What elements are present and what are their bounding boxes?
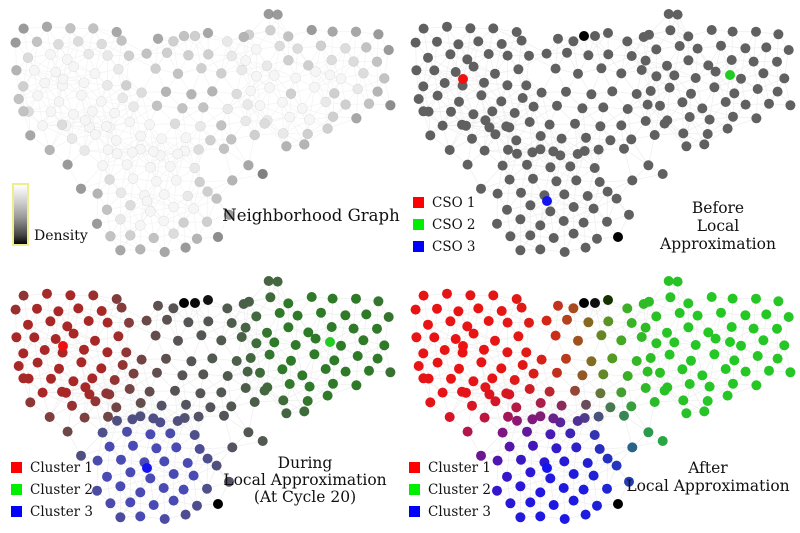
- cluster1-swatch: [11, 462, 22, 473]
- cso2-swatch: [413, 219, 424, 230]
- legend-row: Cluster 1: [11, 459, 94, 476]
- legend-row: Cluster 2: [409, 481, 492, 498]
- legend-row: Cluster 1: [409, 459, 492, 476]
- cso1-label: CSO 1: [432, 194, 476, 211]
- during-graph-canvas: [0, 267, 400, 533]
- legend-row: Cluster 3: [409, 503, 492, 520]
- cso2-label: CSO 2: [432, 216, 476, 233]
- cluster3-label: Cluster 3: [30, 503, 94, 520]
- title-line: After: [688, 459, 728, 477]
- cluster-legend-after: Cluster 1 Cluster 2 Cluster 3: [409, 459, 492, 527]
- density-colorbar: [12, 183, 29, 246]
- before-graph-canvas: [400, 0, 800, 266]
- title-line: Local Approximation: [626, 477, 790, 495]
- cluster1-label: Cluster 1: [428, 459, 492, 476]
- cso3-label: CSO 3: [432, 238, 476, 255]
- title-line: Local Approximation: [660, 217, 776, 253]
- panel-title-during: During Local Approximation (At Cycle 20): [212, 455, 398, 506]
- cluster-legend-during: Cluster 1 Cluster 2 Cluster 3: [11, 459, 94, 527]
- cso-legend: CSO 1 CSO 2 CSO 3: [413, 194, 476, 262]
- legend-row: Cluster 3: [11, 503, 94, 520]
- panel-before-local-approximation: CSO 1 CSO 2 CSO 3 Before Local Approxima…: [400, 0, 800, 266]
- panel-title-before: Before Local Approximation: [638, 199, 798, 253]
- legend-row: Cluster 2: [11, 481, 94, 498]
- cluster3-swatch: [11, 506, 22, 517]
- cso3-swatch: [413, 241, 424, 252]
- cluster2-swatch: [409, 484, 420, 495]
- cluster2-label: Cluster 2: [428, 481, 492, 498]
- neighborhood-graph-canvas: [0, 0, 400, 266]
- panel-title-neighborhood: Neighborhood Graph: [222, 206, 400, 225]
- cso1-swatch: [413, 197, 424, 208]
- cluster1-swatch: [409, 462, 420, 473]
- cluster2-swatch: [11, 484, 22, 495]
- cluster3-label: Cluster 3: [428, 503, 492, 520]
- title-line: During: [277, 454, 333, 472]
- panel-title-after: After Local Approximation: [620, 459, 796, 495]
- legend-row: CSO 3: [413, 238, 476, 255]
- after-graph-canvas: [400, 267, 800, 533]
- cluster2-label: Cluster 2: [30, 481, 94, 498]
- density-colorbar-label: Density: [34, 228, 88, 244]
- cluster3-swatch: [409, 506, 420, 517]
- panel-during-local-approximation: Cluster 1 Cluster 2 Cluster 3 During Loc…: [0, 267, 400, 533]
- panel-after-local-approximation: Cluster 1 Cluster 2 Cluster 3 After Loca…: [400, 267, 800, 533]
- panel-neighborhood-graph: Density Neighborhood Graph: [0, 0, 400, 266]
- cluster1-label: Cluster 1: [30, 459, 94, 476]
- legend-row: CSO 1: [413, 194, 476, 211]
- title-line: Before: [691, 199, 745, 217]
- title-line: (At Cycle 20): [253, 488, 357, 506]
- legend-row: CSO 2: [413, 216, 476, 233]
- title-line: Local Approximation: [223, 471, 387, 489]
